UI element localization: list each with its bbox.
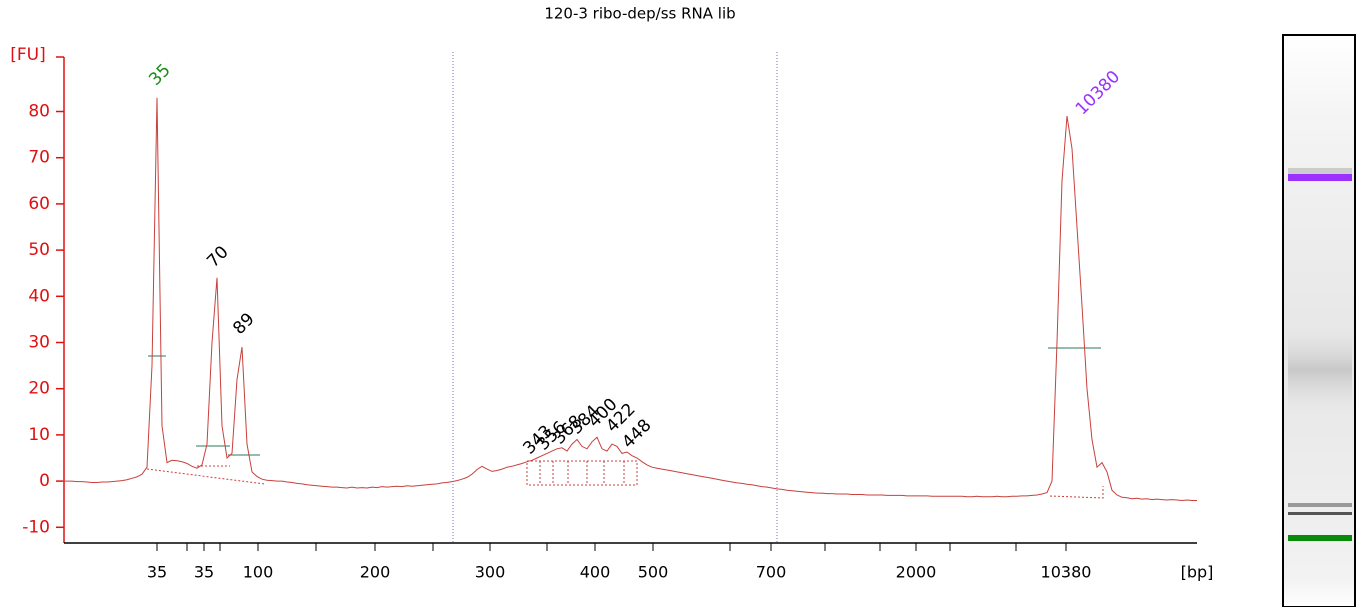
y-tick-label: 80 bbox=[28, 102, 50, 122]
chart-title: 120-3 ribo-dep/ss RNA lib bbox=[544, 5, 735, 23]
peak-label: 70 bbox=[203, 242, 232, 271]
y-tick-label: -10 bbox=[22, 517, 50, 537]
y-axis-label: [FU] bbox=[10, 45, 46, 65]
y-tick-label: 10 bbox=[28, 425, 50, 445]
y-tick-label: 40 bbox=[28, 286, 50, 306]
peak-label: 35 bbox=[145, 60, 174, 89]
x-tick-label: 35 bbox=[194, 563, 214, 582]
peak-label: 89 bbox=[229, 309, 258, 338]
x-tick-label: 35 bbox=[147, 563, 167, 582]
x-tick-label: 2000 bbox=[896, 563, 937, 582]
x-tick-label: 200 bbox=[360, 563, 391, 582]
x-tick-label: 700 bbox=[756, 563, 787, 582]
peak-label: 10380 bbox=[1072, 67, 1124, 119]
axes bbox=[63, 57, 1197, 544]
x-tick-label: 300 bbox=[475, 563, 506, 582]
gel-lane bbox=[1282, 34, 1356, 608]
x-axis-label: [bp] bbox=[1181, 563, 1214, 582]
x-tick-label: 500 bbox=[638, 563, 669, 582]
y-tick-label: 50 bbox=[28, 240, 50, 260]
x-tick-label: 100 bbox=[243, 563, 274, 582]
trace-line bbox=[62, 97, 1197, 502]
y-tick-label: 60 bbox=[28, 194, 50, 214]
x-tick-label: 10380 bbox=[1041, 563, 1092, 582]
y-tick-label: 20 bbox=[28, 379, 50, 399]
y-tick-label: 0 bbox=[39, 471, 50, 491]
baselines bbox=[146, 460, 1104, 499]
x-tick-label: 400 bbox=[580, 563, 611, 582]
y-tick-label: 30 bbox=[28, 333, 50, 353]
y-tick-label: 70 bbox=[28, 148, 50, 168]
